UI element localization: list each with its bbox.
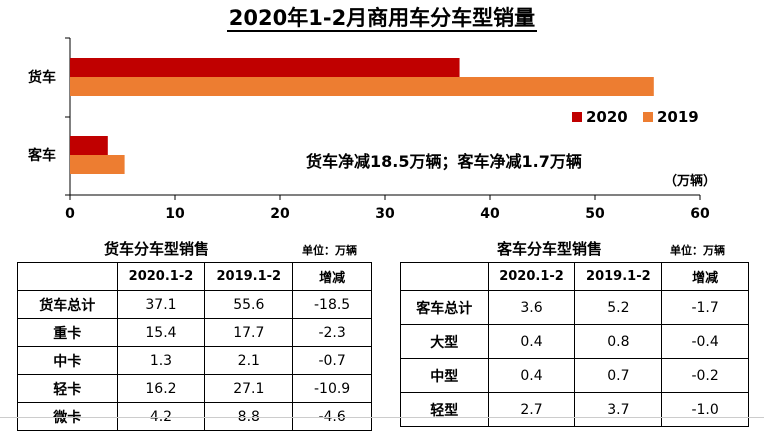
bus-table-header-row: 2020.1-2 2019.1-2 增减 (400, 262, 749, 291)
bus-table: 2020.1-2 2019.1-2 增减 客车总计 3.6 5.2 -1.7 大型 0.4 0.8… (400, 262, 749, 427)
bus-table-cell: -1.7 (661, 290, 749, 325)
truck-table-cell: 16.2 (116, 374, 206, 403)
truck-table-cell: -18.5 (292, 290, 372, 319)
truck-table-row: 轻卡 16.2 27.1 -10.9 (17, 374, 372, 403)
truck-table-cell: 37.1 (116, 290, 206, 319)
legend-item-2019: 2019 (642, 108, 699, 126)
chart-title: 2020年1-2月商用车分车型销量 (226, 6, 538, 32)
truck-table-row: 微卡 4.2 8.8 -4.6 (17, 402, 372, 431)
truck-table-cell: 8.8 (204, 402, 294, 431)
bar-2019-客车 (70, 155, 125, 174)
x-tick-label-40: 40 (480, 206, 500, 222)
bus-table-cell: 0.8 (574, 324, 663, 359)
x-tick-label-10: 10 (165, 206, 185, 222)
truck-table-header-1: 2020.1-2 (116, 262, 206, 291)
bus-table-cell: 3.7 (574, 392, 663, 427)
truck-table-title: 货车分车型销售 (104, 240, 210, 258)
bus-table-cell: 轻型 (400, 392, 489, 427)
bus-table-cell: -0.2 (661, 358, 749, 393)
truck-table-cell: 重卡 (17, 318, 118, 347)
truck-table-cell: 15.4 (116, 318, 206, 347)
truck-table-row: 重卡 15.4 17.7 -2.3 (17, 318, 372, 347)
bus-table-header-0 (400, 262, 489, 291)
truck-table-cell: -0.7 (292, 346, 372, 375)
truck-table-cell: 2.1 (204, 346, 294, 375)
bar-2020-客车 (70, 136, 108, 155)
category-label-1: 客车 (27, 147, 56, 164)
legend: 2020 2019 (572, 108, 709, 126)
truck-table-cell: 中卡 (17, 346, 118, 375)
truck-table-cell: 4.2 (116, 402, 206, 431)
truck-table-cell: -10.9 (292, 374, 372, 403)
bus-table-row: 客车总计 3.6 5.2 -1.7 (400, 290, 749, 325)
truck-table-header-3: 增减 (292, 262, 372, 291)
x-tick-label-20: 20 (270, 206, 290, 222)
chart-annotation: 货车净减18.5万辆；客车净减1.7万辆 (306, 152, 582, 171)
truck-table: 2020.1-2 2019.1-2 增减 货车总计 37.1 55.6 -18.5 重卡 15.… (17, 262, 372, 431)
bus-table-header-2: 2019.1-2 (574, 262, 663, 291)
truck-table-cell: 1.3 (116, 346, 206, 375)
x-tick-label-0: 0 (65, 206, 75, 222)
bus-table-cell: 大型 (400, 324, 489, 359)
bus-table-cell: 0.7 (574, 358, 663, 393)
bus-table-cell: 中型 (400, 358, 489, 393)
truck-table-row: 中卡 1.3 2.1 -0.7 (17, 346, 372, 375)
truck-table-unit: 单位：万辆 (302, 244, 357, 257)
bottom-divider (0, 417, 764, 418)
bus-table-title: 客车分车型销售 (497, 240, 603, 258)
legend-item-2020: 2020 (572, 108, 628, 126)
bar-2019-货车 (70, 77, 654, 96)
x-tick-label-60: 60 (690, 206, 710, 222)
bus-table-header-3: 增减 (661, 262, 749, 291)
truck-table-cell: 微卡 (17, 402, 118, 431)
bus-table-row: 大型 0.4 0.8 -0.4 (400, 324, 749, 359)
bus-table-cell: 5.2 (574, 290, 663, 325)
bus-table-cell: 2.7 (487, 392, 576, 427)
truck-table-cell: -2.3 (292, 318, 372, 347)
truck-table-header-2: 2019.1-2 (204, 262, 294, 291)
category-label-0: 货车 (27, 69, 56, 86)
truck-table-cell: 17.7 (204, 318, 294, 347)
bus-table-cell: 0.4 (487, 358, 576, 393)
bus-table-unit: 单位：万辆 (670, 244, 725, 257)
bus-table-cell: -0.4 (661, 324, 749, 359)
truck-table-cell: 55.6 (204, 290, 294, 319)
truck-table-row: 货车总计 37.1 55.6 -18.5 (17, 290, 372, 319)
bus-table-cell: 客车总计 (400, 290, 489, 325)
x-tick-label-50: 50 (585, 206, 605, 222)
truck-table-cell: 27.1 (204, 374, 294, 403)
truck-table-cell: 轻卡 (17, 374, 118, 403)
chart-unit-label: （万辆） (664, 174, 717, 189)
x-tick-label-30: 30 (375, 206, 395, 222)
truck-table-header-row: 2020.1-2 2019.1-2 增减 (17, 262, 372, 291)
truck-table-cell: -4.6 (292, 402, 372, 431)
truck-table-cell: 货车总计 (17, 290, 118, 319)
bus-table-cell: -1.0 (661, 392, 749, 427)
truck-table-header-0 (17, 262, 118, 291)
bus-table-cell: 3.6 (487, 290, 576, 325)
bus-table-row: 轻型 2.7 3.7 -1.0 (400, 392, 749, 427)
bus-table-header-1: 2020.1-2 (487, 262, 576, 291)
bar-2020-货车 (70, 58, 460, 77)
bus-table-cell: 0.4 (487, 324, 576, 359)
bus-table-row: 中型 0.4 0.7 -0.2 (400, 358, 749, 393)
